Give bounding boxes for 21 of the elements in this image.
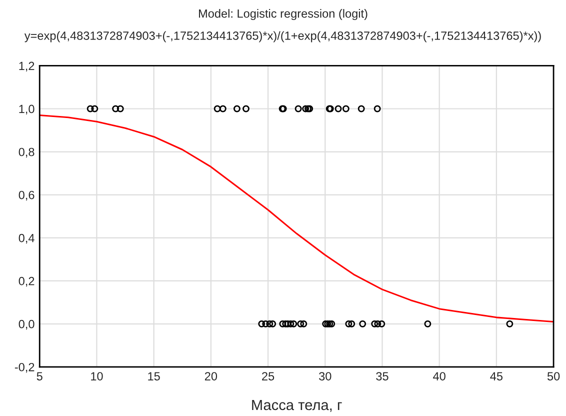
y-tick-label: 0,0	[18, 320, 34, 330]
x-tick-label: 25	[262, 372, 274, 380]
x-tick-label: 5	[36, 372, 42, 380]
x-axis-title: Масса тела, г	[252, 400, 342, 412]
y-tick-label: 0,4	[18, 234, 34, 244]
x-tick-label: 30	[319, 372, 332, 380]
y-tick-label: 0,2	[18, 276, 34, 287]
y-tick-label: 0,8	[18, 148, 34, 158]
y-tick-label: 1,0	[19, 104, 34, 115]
x-tick-label: 40	[433, 372, 446, 380]
x-tick-label: 10	[91, 372, 103, 380]
x-tick-label: 20	[204, 372, 218, 380]
x-tick-label: 35	[376, 372, 388, 380]
x-tick-label: 45	[490, 372, 503, 380]
y-tick-label: -0,2	[14, 362, 34, 373]
chart-title: Model: Logistic regression (logit)	[199, 9, 368, 20]
y-tick-label: 1,2	[19, 62, 34, 72]
x-tick-label: 50	[547, 372, 560, 380]
x-tick-label: 15	[148, 372, 160, 380]
y-tick-label: 0,6	[18, 190, 34, 201]
chart-subtitle: y=exp(4,4831372874903+(-,1752134413765)*x)/(1+exp(4,4831372874903+(-,1752134413765)*x))	[24, 31, 541, 42]
